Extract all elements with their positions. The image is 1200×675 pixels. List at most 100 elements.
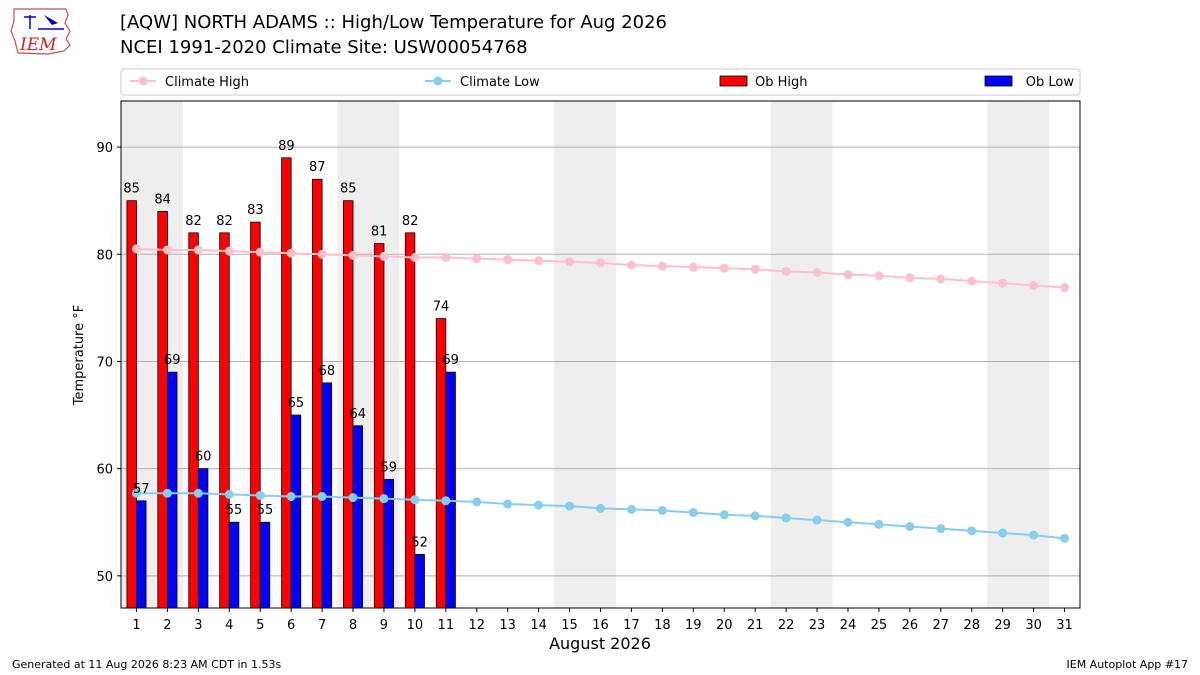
climate-low-point — [286, 492, 296, 502]
x-tick-label: 5 — [256, 618, 264, 633]
ob-high-label: 85 — [340, 182, 357, 197]
climate-high-point — [534, 256, 544, 266]
climate-low-point — [503, 499, 513, 509]
climate-low-point — [410, 495, 420, 505]
ob-high-bar — [312, 178, 323, 609]
gridlines — [121, 146, 1080, 577]
weekend-band — [1018, 101, 1050, 608]
y-tick-label: 90 — [96, 141, 113, 156]
x-tick-label: 2 — [163, 618, 171, 633]
ob-high-bar — [250, 221, 261, 609]
weekend-band — [554, 101, 586, 608]
climate-high-point — [998, 278, 1008, 288]
climate-low-point — [967, 526, 977, 536]
ob-high-label: 87 — [309, 160, 326, 175]
legend-climate-high-label: Climate High — [165, 75, 249, 90]
legend-climate-low-marker — [433, 76, 443, 86]
climate-high-point — [348, 250, 358, 260]
climate-high-point — [224, 246, 234, 256]
climate-high-point — [596, 258, 605, 268]
climate-low-point — [534, 500, 544, 510]
climate-low-point — [193, 488, 203, 498]
climate-high-point — [286, 248, 296, 258]
climate-high-point — [719, 263, 729, 273]
ob-high-bar — [404, 232, 416, 609]
climate-low-point — [162, 488, 172, 498]
ob-low-bar — [228, 521, 240, 609]
climate-low-point — [565, 501, 575, 511]
x-tick-label: 1 — [132, 618, 140, 633]
y-axis: 50 60 70 80 90 — [96, 141, 121, 585]
x-tick-label: 4 — [225, 618, 233, 633]
climate-low-point — [874, 519, 884, 529]
climate-low-point — [348, 493, 358, 503]
legend-box — [120, 68, 1081, 96]
ob-low-label: 64 — [350, 407, 367, 422]
y-tick-label: 70 — [96, 355, 113, 370]
climate-low-point — [843, 517, 853, 527]
climate-high-point — [967, 276, 977, 286]
weekend-band — [987, 101, 1019, 608]
climate-low-point — [441, 496, 451, 506]
chart-subtitle: NCEI 1991-2020 Climate Site: USW00054768 — [120, 37, 528, 58]
climate-low-point — [596, 503, 605, 513]
climate-high-point — [905, 273, 915, 283]
x-tick-label: 12 — [468, 618, 485, 633]
ob-low-label: 69 — [164, 353, 181, 368]
x-tick-label: 26 — [902, 618, 919, 633]
ob-high-label: 82 — [402, 214, 419, 229]
climate-low-point — [750, 511, 760, 521]
climate-high-point — [565, 257, 575, 267]
climate-high-point — [503, 255, 513, 265]
bars — [126, 157, 456, 609]
ob-high-label: 83 — [247, 203, 264, 218]
climate-high-point — [781, 266, 791, 276]
x-tick-label: 24 — [840, 618, 857, 633]
ob-low-bar — [445, 371, 456, 609]
climate-low-point — [317, 492, 327, 502]
climate-low-point — [905, 522, 915, 532]
bar-value-labels: 85 84 82 82 83 89 87 85 81 82 74 57 69 60 55 55 65 68 64 59… — [123, 139, 458, 551]
ob-low-label: 57 — [133, 482, 150, 497]
climate-low-point — [936, 524, 946, 534]
app-label: IEM Autoplot App #17 — [1066, 658, 1189, 671]
ob-high-bar — [281, 157, 292, 609]
x-tick-label: 15 — [561, 618, 578, 633]
ob-low-label: 69 — [442, 353, 459, 368]
x-tick-label: 13 — [499, 618, 516, 633]
x-tick-label: 17 — [623, 618, 640, 633]
climate-low-point — [998, 528, 1008, 538]
x-tick-label: 27 — [933, 618, 950, 633]
ob-low-label: 52 — [411, 535, 428, 550]
ob-high-label: 74 — [433, 300, 450, 315]
ob-high-label: 82 — [185, 214, 202, 229]
y-tick-label: 80 — [96, 248, 113, 263]
climate-high-point — [843, 270, 853, 280]
climate-high-point — [193, 245, 203, 255]
ob-low-label: 68 — [319, 364, 336, 379]
ob-low-label: 55 — [257, 503, 274, 518]
climate-low-point — [626, 504, 636, 514]
x-tick-label: 16 — [592, 618, 609, 633]
climate-high-point — [255, 247, 265, 257]
climate-low-point — [1060, 533, 1070, 543]
climate-low-point — [657, 505, 667, 515]
climate-high-point — [379, 251, 389, 261]
ob-low-label: 60 — [195, 450, 212, 465]
climate-low-point — [719, 510, 729, 520]
x-tick-label: 7 — [318, 618, 326, 633]
ob-high-label: 84 — [154, 192, 171, 207]
climate-high-point — [936, 274, 946, 284]
climate-high-point — [1060, 283, 1070, 293]
climate-high-point — [441, 252, 451, 262]
generated-timestamp: Generated at 11 Aug 2026 8:23 AM CDT in … — [12, 658, 282, 671]
x-tick-label: 25 — [871, 618, 888, 633]
x-tick-label: 30 — [1025, 618, 1042, 633]
x-tick-label: 23 — [809, 618, 826, 633]
x-tick-label: 10 — [407, 618, 424, 633]
weekend-band — [585, 101, 616, 608]
ob-high-label: 85 — [123, 182, 140, 197]
climate-high-point — [472, 254, 482, 264]
ob-low-bar — [352, 425, 364, 609]
